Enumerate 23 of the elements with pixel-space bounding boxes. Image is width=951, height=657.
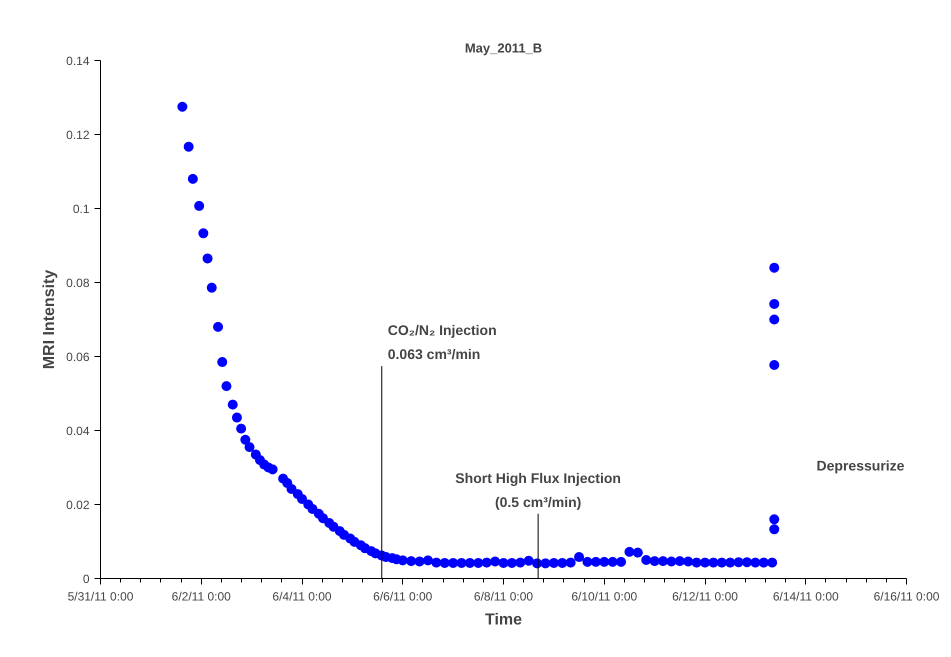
y-tick-label: 0.12 bbox=[66, 128, 90, 142]
x-tick-label: 5/31/11 0:00 bbox=[68, 590, 134, 604]
y-tick-label: 0.1 bbox=[72, 202, 90, 216]
y-tick-label: 0.06 bbox=[66, 350, 90, 364]
x-tick-label: 6/4/11 0:00 bbox=[272, 590, 332, 604]
x-tick-label: 6/12/11 0:00 bbox=[672, 590, 738, 604]
annotation: Depressurize bbox=[816, 458, 905, 474]
ref-line-label: CO₂/N₂ Injection 0.063 cm³/min bbox=[388, 322, 497, 362]
y-tick-label: 0.04 bbox=[66, 424, 90, 438]
y-tick-label: 0.02 bbox=[66, 498, 90, 512]
y-tick-label: 0 bbox=[82, 572, 90, 586]
y-tick-label: 0.14 bbox=[66, 54, 90, 68]
x-tick-label: 6/2/11 0:00 bbox=[172, 590, 232, 604]
x-tick-label: 6/6/11 0:00 bbox=[373, 590, 433, 604]
x-tick-label: 6/16/11 0:00 bbox=[874, 590, 940, 604]
x-tick-label: 6/8/11 0:00 bbox=[474, 590, 534, 604]
x-tick-label: 6/10/11 0:00 bbox=[571, 590, 638, 604]
y-tick-label: 0.08 bbox=[66, 276, 90, 290]
x-tick-label: 6/14/11 0:00 bbox=[772, 590, 839, 604]
chart-title: May_2011_B bbox=[464, 40, 542, 56]
x-axis-title: Time bbox=[484, 612, 522, 628]
y-axis-title: MRI Intensity bbox=[41, 270, 58, 370]
ref-line-label: Short High Flux Injection (0.5 cm³/min) bbox=[455, 470, 621, 510]
